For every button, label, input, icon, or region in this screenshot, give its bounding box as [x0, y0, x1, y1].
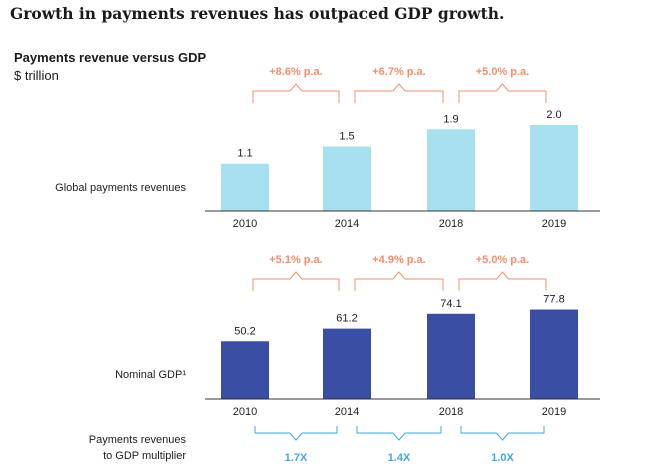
multiplier-value-0: 1.7X — [285, 452, 308, 464]
growth-label-gdp-0: +5.1% p.a. — [269, 254, 323, 266]
value-label-rev-2010: 1.1 — [237, 148, 252, 160]
bar-gdp-2014 — [323, 328, 371, 399]
x-tick-rev-2010: 2010 — [233, 218, 257, 230]
growth-label-gdp-2: +5.0% p.a. — [476, 254, 530, 266]
multiplier-value-2: 1.0X — [491, 452, 514, 464]
growth-bracket-gdp-1 — [354, 271, 444, 291]
growth-bracket-rev-0 — [252, 83, 340, 103]
x-tick-gdp-2018: 2018 — [439, 406, 463, 418]
growth-bracket-rev-1 — [354, 83, 444, 103]
chart-unit: $ trillion — [14, 68, 59, 83]
x-tick-gdp-2014: 2014 — [335, 406, 359, 418]
value-label-rev-2018: 1.9 — [443, 113, 458, 125]
multiplier-label-line2: to GDP multiplier — [103, 450, 186, 462]
value-label-gdp-2010: 50.2 — [234, 325, 255, 337]
x-tick-rev-2014: 2014 — [335, 218, 359, 230]
value-label-rev-2019: 2.0 — [546, 109, 561, 121]
multiplier-value-1: 1.4X — [388, 452, 411, 464]
multiplier-bracket-0 — [254, 426, 338, 441]
value-label-rev-2014: 1.5 — [339, 131, 354, 143]
growth-bracket-gdp-2 — [458, 271, 547, 291]
growth-bracket-rev-2 — [458, 83, 547, 103]
x-tick-gdp-2010: 2010 — [233, 406, 257, 418]
growth-label-gdp-1: +4.9% p.a. — [372, 254, 426, 266]
bar-rev-2019 — [530, 125, 578, 211]
multiplier-label-line1: Payments revenues — [89, 434, 187, 446]
series-label-gdp: Nominal GDP¹ — [115, 369, 186, 381]
bar-rev-2018 — [427, 129, 475, 211]
x-tick-gdp-2019: 2019 — [542, 406, 566, 418]
bar-gdp-2019 — [530, 309, 578, 399]
value-label-gdp-2014: 61.2 — [336, 313, 357, 325]
value-label-gdp-2019: 77.8 — [543, 294, 564, 306]
multiplier-bracket-1 — [356, 426, 442, 441]
headline: Growth in payments revenues has outpaced… — [10, 4, 505, 23]
multiplier-bracket-2 — [460, 426, 545, 441]
x-tick-rev-2018: 2018 — [439, 218, 463, 230]
growth-bracket-gdp-0 — [252, 271, 340, 291]
growth-label-rev-0: +8.6% p.a. — [269, 66, 323, 78]
value-label-gdp-2018: 74.1 — [440, 298, 461, 310]
bar-gdp-2010 — [221, 341, 269, 399]
series-label-rev: Global payments revenues — [55, 182, 186, 194]
growth-label-rev-1: +6.7% p.a. — [372, 66, 426, 78]
bar-rev-2014 — [323, 146, 371, 211]
growth-label-rev-2: +5.0% p.a. — [476, 66, 530, 78]
x-tick-rev-2019: 2019 — [542, 218, 566, 230]
bar-rev-2010 — [221, 163, 269, 211]
chart-title: Payments revenue versus GDP — [14, 50, 207, 65]
bar-gdp-2018 — [427, 313, 475, 399]
